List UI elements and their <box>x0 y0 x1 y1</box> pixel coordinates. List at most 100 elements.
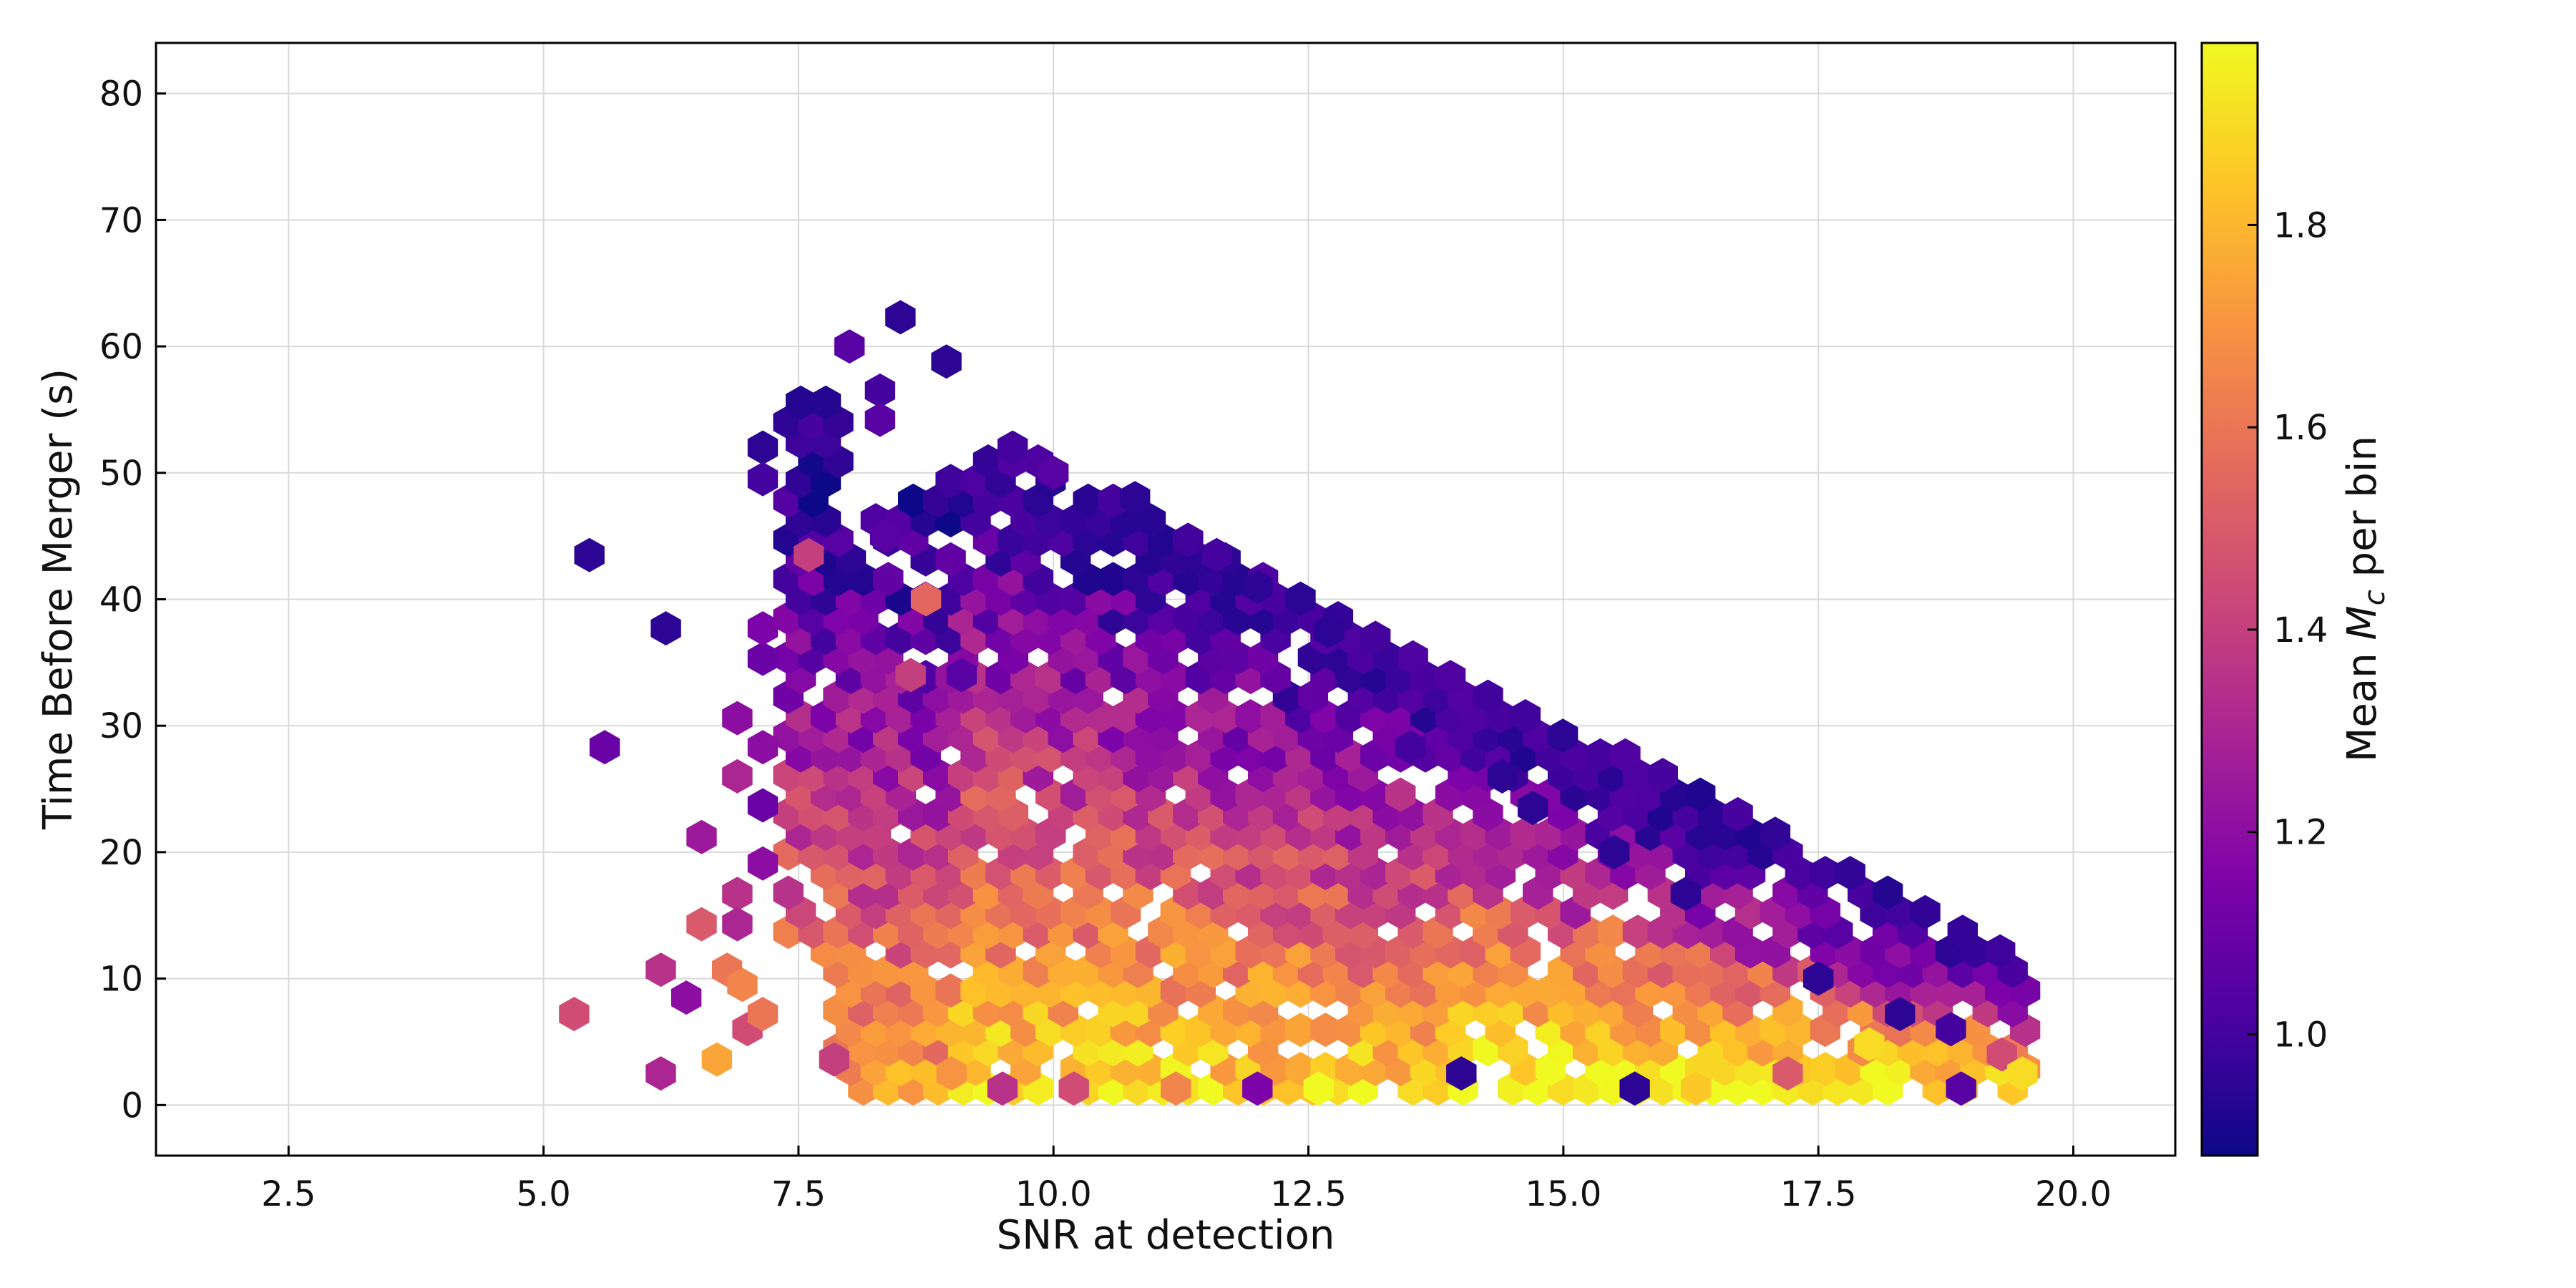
hexbin-cell <box>936 1056 967 1091</box>
hexbin-cell <box>722 701 753 736</box>
hexbin-cell <box>946 658 977 693</box>
hexbin-cell <box>1619 1071 1650 1106</box>
hexbin-cell <box>1885 997 1916 1032</box>
hexbin-cell <box>931 344 962 379</box>
hexbin-cell <box>873 562 904 597</box>
hexbin-cell <box>935 973 966 1008</box>
hexbin-cell <box>1135 503 1166 538</box>
hexbin-cell <box>1395 730 1426 765</box>
hexbin-cell <box>701 1042 733 1077</box>
hexbin-cell <box>589 730 620 765</box>
hexbin-cell <box>1058 1071 1089 1106</box>
hexbin-cell <box>864 373 896 408</box>
x-tick-label: 20.0 <box>2035 1174 2112 1214</box>
hexbin-cell <box>1680 1071 1712 1106</box>
hexbin-cell <box>1510 699 1541 733</box>
hexbin-cell <box>747 430 779 465</box>
hexbin-cell <box>1285 1013 1316 1048</box>
hexbin-cell <box>1201 537 1232 572</box>
hexbin-cell <box>1670 877 1702 912</box>
hexbin-cell <box>1242 569 1273 604</box>
hexbin-cell <box>910 582 942 617</box>
hexbin-cell <box>1313 613 1345 648</box>
hexbin-cell <box>722 758 753 794</box>
hexbin-cell <box>1599 834 1630 869</box>
hexbin-cell <box>972 444 1004 479</box>
hexbin-cell <box>1986 1037 2017 1072</box>
hexbin-cell <box>1597 914 1629 950</box>
hexbin-cell <box>785 385 816 420</box>
hexbin-cell <box>670 980 702 1015</box>
colorbar-label-suffix: per bin <box>2339 436 2386 590</box>
colorbar-label-symbol: M <box>2339 605 2386 640</box>
hexbin-cell <box>1547 718 1579 753</box>
hexbin-cell <box>819 1042 849 1077</box>
hexbin-cell <box>1835 856 1865 891</box>
hexbin-cell <box>747 611 779 646</box>
hexbin-cell <box>747 462 779 497</box>
hexbin-cell <box>895 658 926 693</box>
hexbin-cell <box>834 329 865 364</box>
hexbin-cell <box>1810 856 1840 891</box>
colorbar-tick-label: 1.0 <box>2273 1015 2328 1055</box>
y-tick-label: 60 <box>99 327 143 367</box>
hexbin-cell <box>1722 796 1753 831</box>
x-tick-label: 7.5 <box>771 1174 826 1214</box>
y-tick-label: 30 <box>99 706 143 746</box>
hexbin-cell <box>1610 738 1641 773</box>
hexbin-cell <box>1120 481 1151 516</box>
hexbin-cell <box>898 483 929 518</box>
hexbin-cell <box>1397 640 1428 675</box>
hexbin-cell <box>747 997 779 1032</box>
x-tick-label: 2.5 <box>261 1174 316 1214</box>
hexbin-cell <box>1435 660 1466 695</box>
hexbin-cell <box>869 519 901 554</box>
hexbin-cell <box>794 537 824 572</box>
hexbin-cell <box>1310 1013 1341 1048</box>
hexbin-cell <box>1872 875 1903 910</box>
hexbin-cell <box>997 430 1028 465</box>
x-tick-label: 10.0 <box>1015 1174 1092 1214</box>
hexbin-cell <box>1910 894 1941 930</box>
hexbin-cell <box>1946 1071 1976 1106</box>
hexbin-cell <box>1473 679 1503 714</box>
hexbin-cell <box>1073 483 1103 518</box>
hexbin-cell <box>747 846 779 881</box>
hexbin-cell <box>747 730 779 765</box>
hexbin-cell <box>2007 1056 2038 1091</box>
hexbin-cell <box>1936 1012 1966 1047</box>
colorbar-tick-label: 1.4 <box>2273 610 2328 650</box>
hexbin-cell <box>935 542 966 577</box>
hexbin-cell <box>1772 1056 1803 1091</box>
colorbar-label-prefix: Mean <box>2339 640 2386 762</box>
y-axis-label: Time Before Merger (s) <box>35 369 82 830</box>
hexbin-cell <box>1285 581 1316 616</box>
hexbin-cell <box>559 997 590 1032</box>
x-tick-label: 15.0 <box>1525 1174 1601 1214</box>
hexbin-cell <box>645 1056 676 1091</box>
hexbin-cell <box>686 907 717 942</box>
hexbin-cell <box>935 464 966 499</box>
hexbin-cell <box>1760 816 1791 852</box>
hexbin-cell <box>727 967 758 1002</box>
y-tick-label: 20 <box>99 833 143 873</box>
hexbin-cell <box>773 875 804 910</box>
hexbin-cell <box>574 537 605 572</box>
hexbin-cell <box>1242 1071 1273 1106</box>
x-axis-label: SNR at detection <box>997 1212 1335 1259</box>
hexbin-cell <box>1810 1052 1840 1086</box>
y-tick-label: 0 <box>121 1085 143 1126</box>
colorbar-tick-label: 1.6 <box>2273 408 2328 448</box>
x-axis-ticks: 2.5 5.0 7.5 10.0 12.5 15.0 17.5 20.0 <box>261 1146 2112 1214</box>
hexbin-cell <box>1173 522 1204 557</box>
hexbin-cell <box>722 907 753 942</box>
hexbin-cell <box>1098 562 1128 597</box>
hexbin-cell <box>810 385 841 420</box>
hexbin-cell <box>722 877 753 912</box>
colorbar-label: Mean Mc per bin <box>2339 436 2391 762</box>
hexbin-cell <box>1985 934 2016 969</box>
hexbin-cell <box>1510 816 1541 852</box>
hexbin-cell <box>1303 1071 1334 1106</box>
hexbin-cell <box>1803 961 1834 996</box>
